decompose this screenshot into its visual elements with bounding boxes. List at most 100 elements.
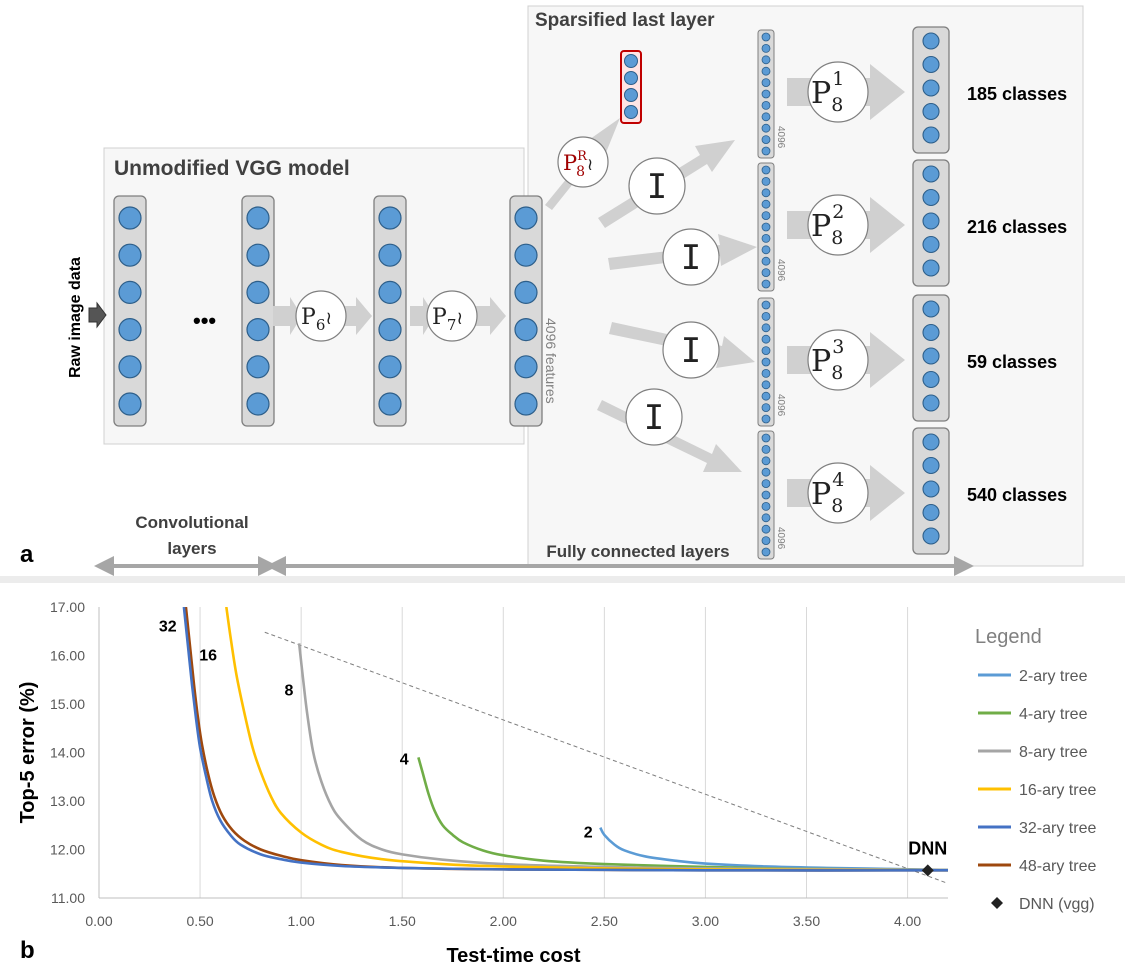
reference-line bbox=[264, 631, 949, 884]
neuron bbox=[246, 355, 270, 379]
class-count-label: 59 classes bbox=[967, 352, 1057, 372]
branch-row: 4096 P81 185 classes bbox=[757, 26, 1067, 159]
panel-a-label: a bbox=[20, 541, 34, 568]
y-tick-label: 17.00 bbox=[50, 599, 85, 615]
y-axis-title: Top-5 error (%) bbox=[17, 682, 39, 824]
pr-node bbox=[557, 136, 609, 188]
random-unit bbox=[624, 71, 638, 85]
identity-node bbox=[662, 228, 720, 286]
output-unit bbox=[922, 503, 940, 522]
layer-column bbox=[509, 195, 543, 427]
sparse-title: Sparsified last layer bbox=[535, 10, 715, 31]
legend-swatch bbox=[991, 897, 1003, 909]
neuron bbox=[514, 280, 538, 304]
class-count-label: 185 classes bbox=[967, 84, 1067, 104]
output-unit bbox=[922, 32, 940, 50]
x-tick-label: 1.50 bbox=[389, 913, 416, 929]
class-count-label: 216 classes bbox=[967, 217, 1067, 237]
hidden-unit bbox=[761, 123, 771, 133]
hidden-unit bbox=[761, 165, 771, 175]
identity-label: I bbox=[644, 398, 664, 438]
legend-label: 2-ary tree bbox=[1019, 668, 1088, 685]
random-output-column bbox=[620, 50, 642, 124]
random-unit bbox=[624, 88, 638, 102]
block-size-label: 4096 bbox=[775, 126, 786, 149]
hidden-unit bbox=[761, 403, 771, 413]
hidden-unit bbox=[761, 66, 771, 76]
random-unit bbox=[624, 54, 638, 68]
output-unit bbox=[922, 347, 940, 365]
hidden-unit bbox=[761, 279, 771, 289]
vgg-title: Unmodified VGG model bbox=[114, 157, 350, 180]
hidden-unit bbox=[761, 256, 771, 266]
hidden-unit bbox=[761, 89, 771, 99]
legend-label: 48-ary tree bbox=[1019, 858, 1096, 875]
x-tick-label: 1.00 bbox=[288, 913, 315, 929]
hidden-unit bbox=[761, 55, 771, 65]
neuron bbox=[514, 392, 538, 416]
dnn-point-label: DNN bbox=[908, 838, 947, 858]
neuron bbox=[378, 243, 402, 267]
neuron bbox=[378, 280, 402, 304]
hidden-unit bbox=[761, 524, 771, 534]
series-end-label: 32 bbox=[159, 618, 177, 635]
input-label: Raw image data bbox=[67, 257, 84, 378]
conv-label-2: layers bbox=[167, 539, 216, 558]
output-unit bbox=[922, 323, 940, 342]
output-unit bbox=[922, 55, 940, 74]
hidden-unit bbox=[761, 135, 771, 145]
hidden-unit bbox=[761, 490, 771, 500]
hidden-unit bbox=[761, 32, 771, 42]
layer-column bbox=[241, 195, 275, 427]
y-tick-label: 14.00 bbox=[50, 745, 85, 761]
neuron bbox=[514, 355, 538, 379]
x-tick-label: 0.00 bbox=[85, 913, 112, 929]
legend-label: DNN (vgg) bbox=[1019, 896, 1095, 913]
input-arrow bbox=[88, 301, 107, 329]
series-end-label: 16 bbox=[199, 647, 217, 664]
random-unit bbox=[624, 105, 638, 119]
class-count-label: 540 classes bbox=[967, 485, 1067, 505]
x-tick-label: 0.50 bbox=[186, 913, 213, 929]
hidden-unit bbox=[761, 311, 771, 321]
neuron bbox=[246, 280, 270, 304]
output-unit bbox=[922, 235, 940, 254]
neuron bbox=[378, 318, 402, 342]
series-end-label: 4 bbox=[400, 752, 409, 769]
panel-b: b 0.00 0.50 1.00 1.50 2.00 2.50 3.00 3.50 4.00 11… bbox=[17, 599, 1096, 967]
features-label: 4096 features bbox=[543, 318, 559, 404]
plot-area bbox=[99, 607, 948, 898]
x-tick-label: 4.00 bbox=[894, 913, 921, 929]
block-size-label: 4096 bbox=[775, 394, 786, 417]
arrow-to-p6 bbox=[273, 297, 302, 335]
neuron bbox=[378, 392, 402, 416]
output-unit bbox=[922, 433, 940, 451]
neuron bbox=[118, 280, 142, 304]
random-output-units bbox=[624, 54, 638, 119]
hidden-unit bbox=[761, 513, 771, 523]
series-line bbox=[225, 607, 948, 872]
output-unit bbox=[922, 527, 940, 545]
hidden-unit bbox=[761, 300, 771, 310]
series-line bbox=[182, 607, 948, 872]
panel-a: Unmodified VGG model Sparsified last lay… bbox=[20, 5, 1084, 576]
projection-label: P84 bbox=[811, 469, 844, 517]
neuron bbox=[246, 392, 270, 416]
x-tick-label: 3.00 bbox=[692, 913, 719, 929]
identity-node bbox=[625, 388, 683, 446]
p7-label: P7≀ bbox=[432, 305, 463, 334]
neuron bbox=[246, 318, 270, 342]
hidden-unit bbox=[761, 357, 771, 367]
legend-label: 32-ary tree bbox=[1019, 820, 1096, 837]
neuron bbox=[118, 392, 142, 416]
y-tick-label: 12.00 bbox=[50, 842, 85, 858]
chart: 0.00 0.50 1.00 1.50 2.00 2.50 3.00 3.50 4.00 11.0… bbox=[17, 599, 1096, 967]
x-tick-label: 2.50 bbox=[591, 913, 618, 929]
panel-b-label: b bbox=[20, 937, 35, 964]
projection-node bbox=[807, 462, 869, 524]
arrow-from-p6 bbox=[342, 297, 372, 335]
legend-title: Legend bbox=[975, 626, 1042, 648]
layer-column bbox=[113, 195, 147, 427]
